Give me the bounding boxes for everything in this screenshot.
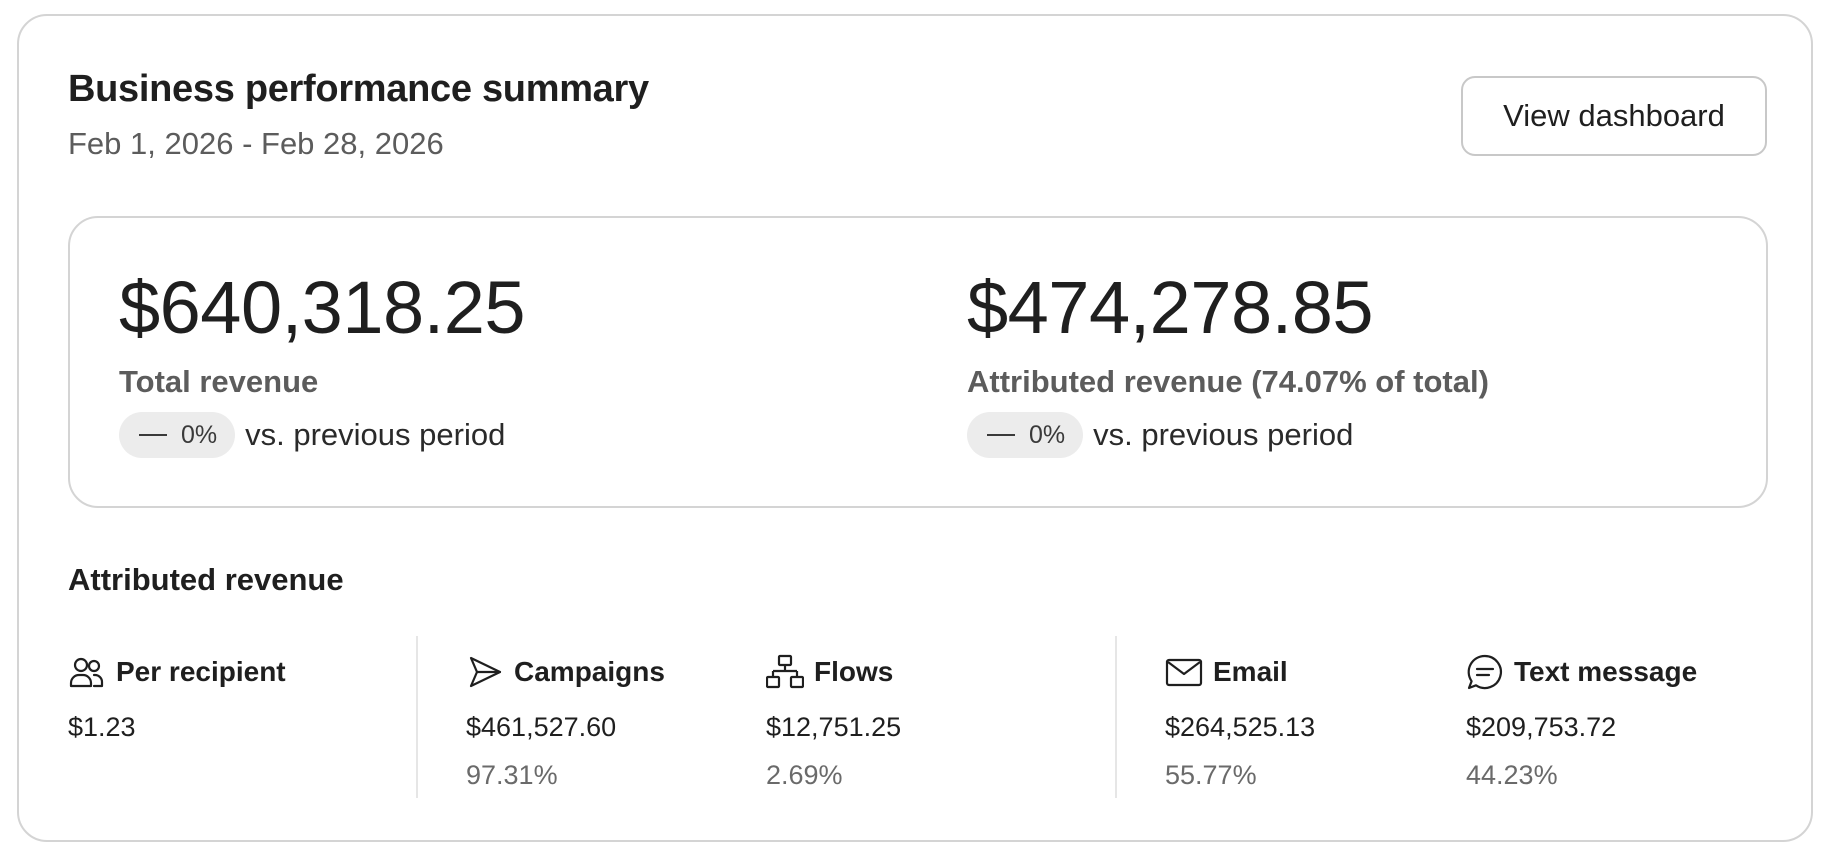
column-label: Text message [1514, 656, 1698, 687]
flows-icon [766, 654, 804, 689]
dash-icon [987, 434, 1015, 436]
column-value: $12,751.25 [766, 712, 902, 742]
compare-text: vs. previous period [245, 417, 506, 452]
total-revenue-label: Total revenue [119, 364, 319, 399]
column-label: Flows [814, 656, 894, 687]
business-performance-card: Business performance summary Feb 1, 2026… [17, 14, 1813, 842]
compare-text: vs. previous period [1093, 417, 1354, 452]
page-title: Business performance summary [68, 68, 649, 110]
change-badge: 0% [967, 412, 1084, 458]
attributed-revenue-label: Attributed revenue (74.07% of total) [967, 364, 1489, 399]
column-label: Per recipient [116, 656, 286, 687]
total-revenue-comparison: 0% vs. previous period [119, 412, 525, 458]
column-label: Campaigns [514, 656, 665, 687]
per-recipient-column: Per recipient $1.23 [68, 652, 286, 744]
date-range: Feb 1, 2026 - Feb 28, 2026 [68, 126, 444, 161]
column-divider [1115, 636, 1117, 798]
view-dashboard-button[interactable]: View dashboard [1461, 76, 1767, 156]
email-column: Email $264,525.13 55.77% [1165, 652, 1315, 792]
people-icon [69, 657, 104, 688]
revenue-summary-box: $640,318.25 Total revenue 0% vs. previou… [68, 216, 1768, 508]
send-icon [469, 656, 502, 688]
total-revenue-metric: $640,318.25 Total revenue 0% vs. previou… [119, 266, 526, 458]
column-percentage: 55.77% [1165, 760, 1257, 790]
column-value: $264,525.13 [1165, 712, 1316, 742]
text-message-header: Text message [1466, 652, 1697, 692]
change-value: 0% [181, 420, 218, 449]
total-revenue-value: $640,318.25 [119, 266, 526, 349]
change-badge: 0% [119, 412, 236, 458]
text-message-column: Text message $209,753.72 44.23% [1466, 652, 1697, 792]
campaigns-header: Campaigns [466, 652, 665, 692]
change-value: 0% [1029, 420, 1066, 449]
column-percentage: 44.23% [1466, 760, 1558, 790]
column-divider [416, 636, 418, 798]
attributed-revenue-value: $474,278.85 [967, 266, 1374, 349]
envelope-icon [1165, 658, 1203, 687]
column-percentage: 2.69% [766, 760, 843, 790]
attributed-revenue-metric: $474,278.85 Attributed revenue (74.07% o… [967, 268, 1489, 458]
per-recipient-header: Per recipient [68, 652, 286, 692]
campaigns-column: Campaigns $461,527.60 97.31% [466, 652, 665, 792]
attributed-revenue-section-title: Attributed revenue [68, 562, 344, 597]
column-percentage: 97.31% [466, 760, 558, 790]
dash-icon [139, 434, 167, 436]
column-value: $1.23 [68, 712, 136, 742]
email-header: Email [1165, 652, 1315, 692]
flows-header: Flows [766, 652, 901, 692]
column-label: Email [1213, 656, 1288, 687]
attributed-revenue-comparison: 0% vs. previous period [967, 412, 1489, 458]
column-value: $209,753.72 [1466, 712, 1617, 742]
chat-bubble-icon [1467, 654, 1502, 690]
flows-column: Flows $12,751.25 2.69% [766, 652, 901, 792]
column-value: $461,527.60 [466, 712, 617, 742]
